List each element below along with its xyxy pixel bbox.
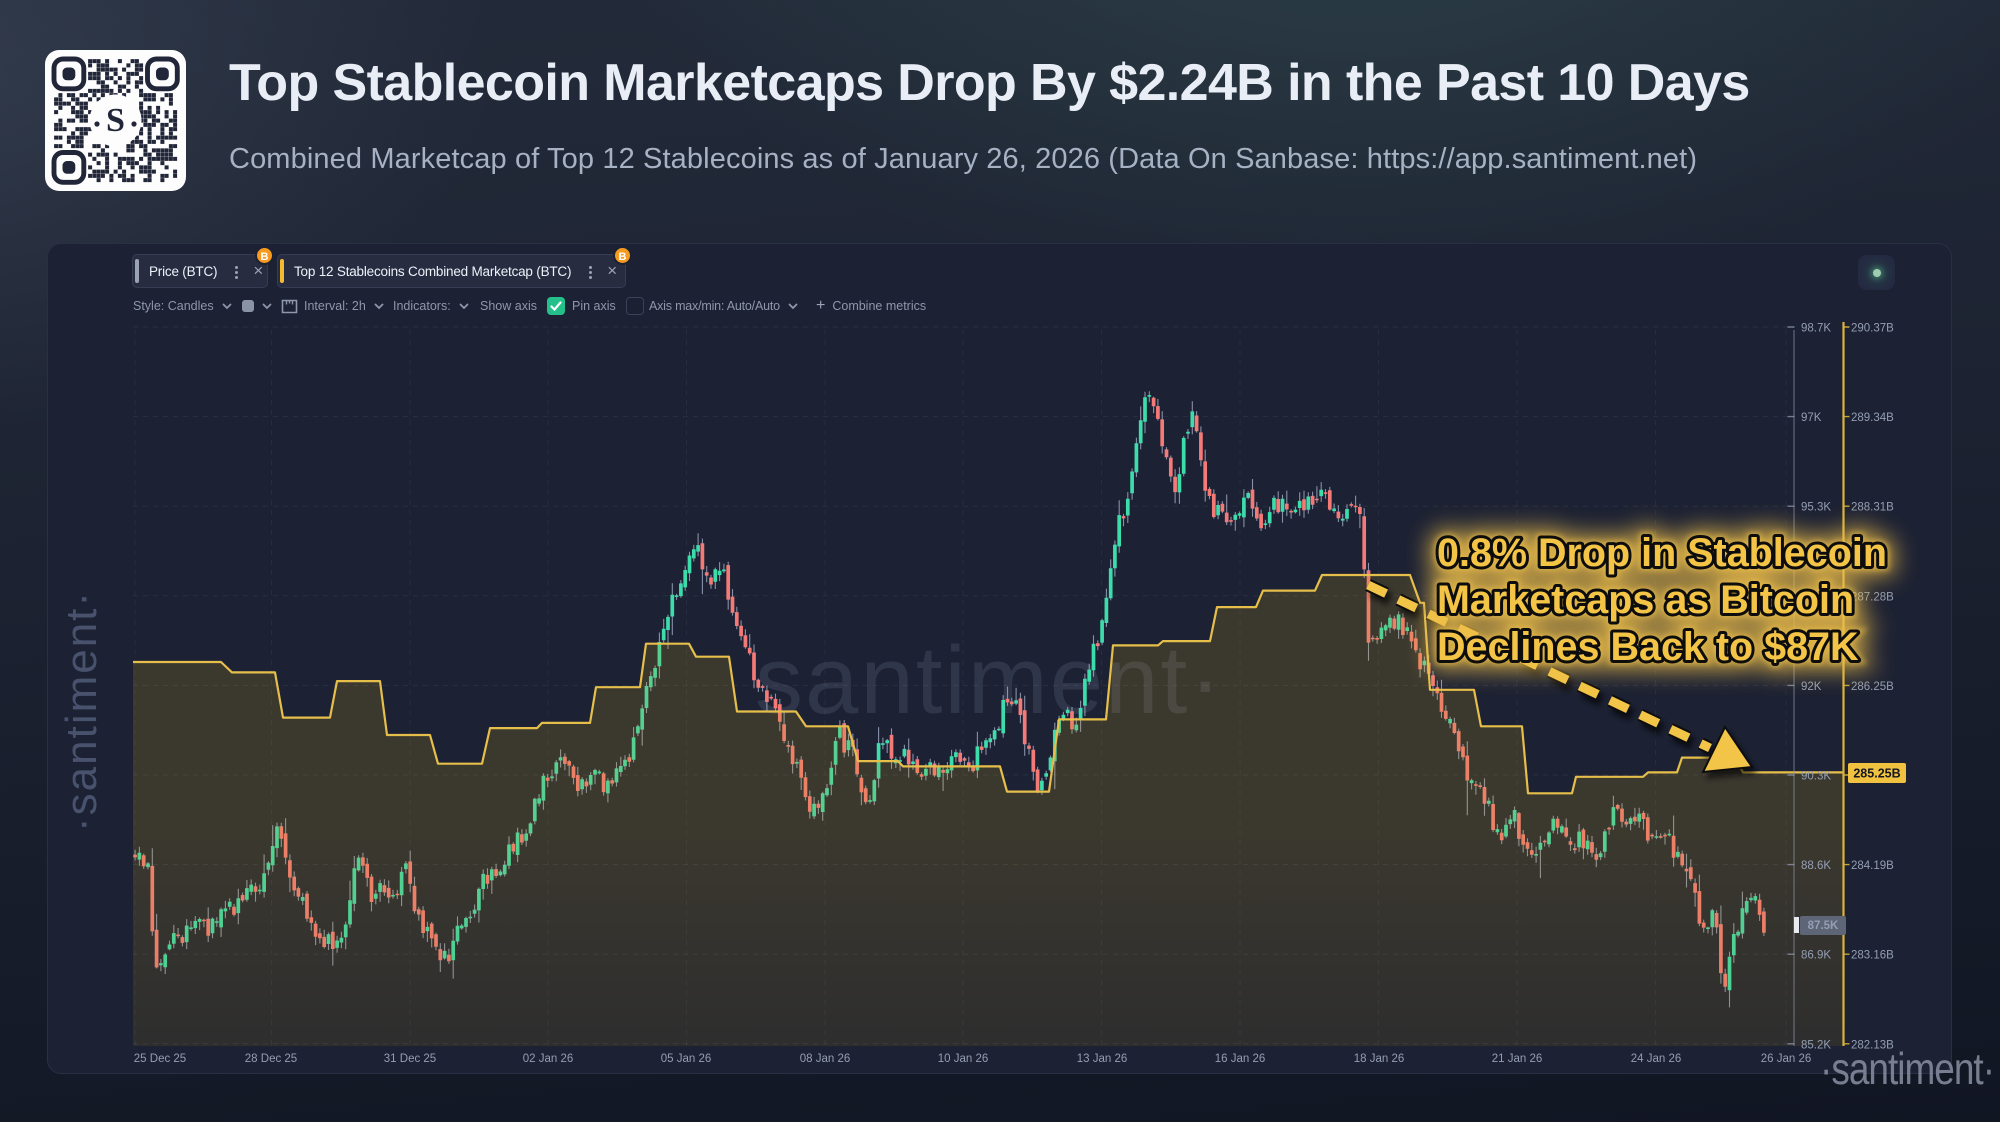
svg-text:02 Jan 26: 02 Jan 26 — [523, 1053, 574, 1065]
svg-text:90.3K: 90.3K — [1801, 771, 1831, 783]
svg-text:Declines Back to $87K: Declines Back to $87K — [1437, 625, 1859, 669]
svg-text:·santiment·: ·santiment· — [57, 590, 106, 832]
svg-text:S: S — [106, 102, 125, 139]
svg-text:Marketcaps as Bitcoin: Marketcaps as Bitcoin — [1437, 578, 1854, 622]
svg-text:26 Jan 26: 26 Jan 26 — [1761, 1053, 1812, 1065]
svg-text:Marketcaps as Bitcoin: Marketcaps as Bitcoin — [1437, 578, 1854, 622]
svg-text:16 Jan 26: 16 Jan 26 — [1215, 1053, 1266, 1065]
svg-text:97K: 97K — [1801, 412, 1822, 424]
svg-text:Declines Back to $87K: Declines Back to $87K — [1437, 625, 1859, 669]
svg-text:0.8% Drop in Stablecoin: 0.8% Drop in Stablecoin — [1437, 531, 1887, 575]
svg-text:10 Jan 26: 10 Jan 26 — [938, 1053, 989, 1065]
svg-text:282.13B: 282.13B — [1851, 1039, 1894, 1051]
svg-text:283.16B: 283.16B — [1851, 950, 1894, 962]
svg-text:286.25B: 286.25B — [1851, 681, 1894, 693]
svg-text:18 Jan 26: 18 Jan 26 — [1354, 1053, 1405, 1065]
svg-text:85.2K: 85.2K — [1801, 1039, 1831, 1051]
svg-text:Marketcaps as Bitcoin: Marketcaps as Bitcoin — [1437, 578, 1854, 622]
svg-text:287.28B: 287.28B — [1851, 591, 1894, 603]
svg-text:87.5K: 87.5K — [1808, 920, 1839, 932]
svg-text:24 Jan 26: 24 Jan 26 — [1631, 1053, 1682, 1065]
svg-text:21 Jan 26: 21 Jan 26 — [1492, 1053, 1543, 1065]
svg-text:92K: 92K — [1801, 681, 1822, 693]
svg-text:13 Jan 26: 13 Jan 26 — [1077, 1053, 1128, 1065]
svg-text:0.8% Drop in Stablecoin: 0.8% Drop in Stablecoin — [1437, 531, 1887, 575]
svg-text:285.25B: 285.25B — [1853, 767, 1900, 781]
svg-text:31 Dec 25: 31 Dec 25 — [384, 1053, 436, 1065]
svg-text:288.31B: 288.31B — [1851, 502, 1894, 514]
svg-text:28 Dec 25: 28 Dec 25 — [245, 1053, 297, 1065]
svg-text:25 Dec 25: 25 Dec 25 — [134, 1053, 186, 1065]
svg-text:·santiment·: ·santiment· — [1820, 1044, 1994, 1094]
svg-text:93.6K: 93.6K — [1801, 591, 1831, 603]
svg-text:284.19B: 284.19B — [1851, 860, 1894, 872]
svg-text:08 Jan 26: 08 Jan 26 — [800, 1053, 851, 1065]
svg-text:95.3K: 95.3K — [1801, 502, 1831, 514]
svg-text:290.37B: 290.37B — [1851, 323, 1894, 335]
svg-text:88.6K: 88.6K — [1801, 860, 1831, 872]
svg-text:289.34B: 289.34B — [1851, 412, 1894, 424]
svg-text:Declines Back to $87K: Declines Back to $87K — [1437, 625, 1859, 669]
svg-text:86.9K: 86.9K — [1801, 950, 1831, 962]
svg-text:0.8% Drop in Stablecoin: 0.8% Drop in Stablecoin — [1437, 531, 1887, 575]
svg-text:98.7K: 98.7K — [1801, 323, 1831, 335]
svg-text:05 Jan 26: 05 Jan 26 — [661, 1053, 712, 1065]
